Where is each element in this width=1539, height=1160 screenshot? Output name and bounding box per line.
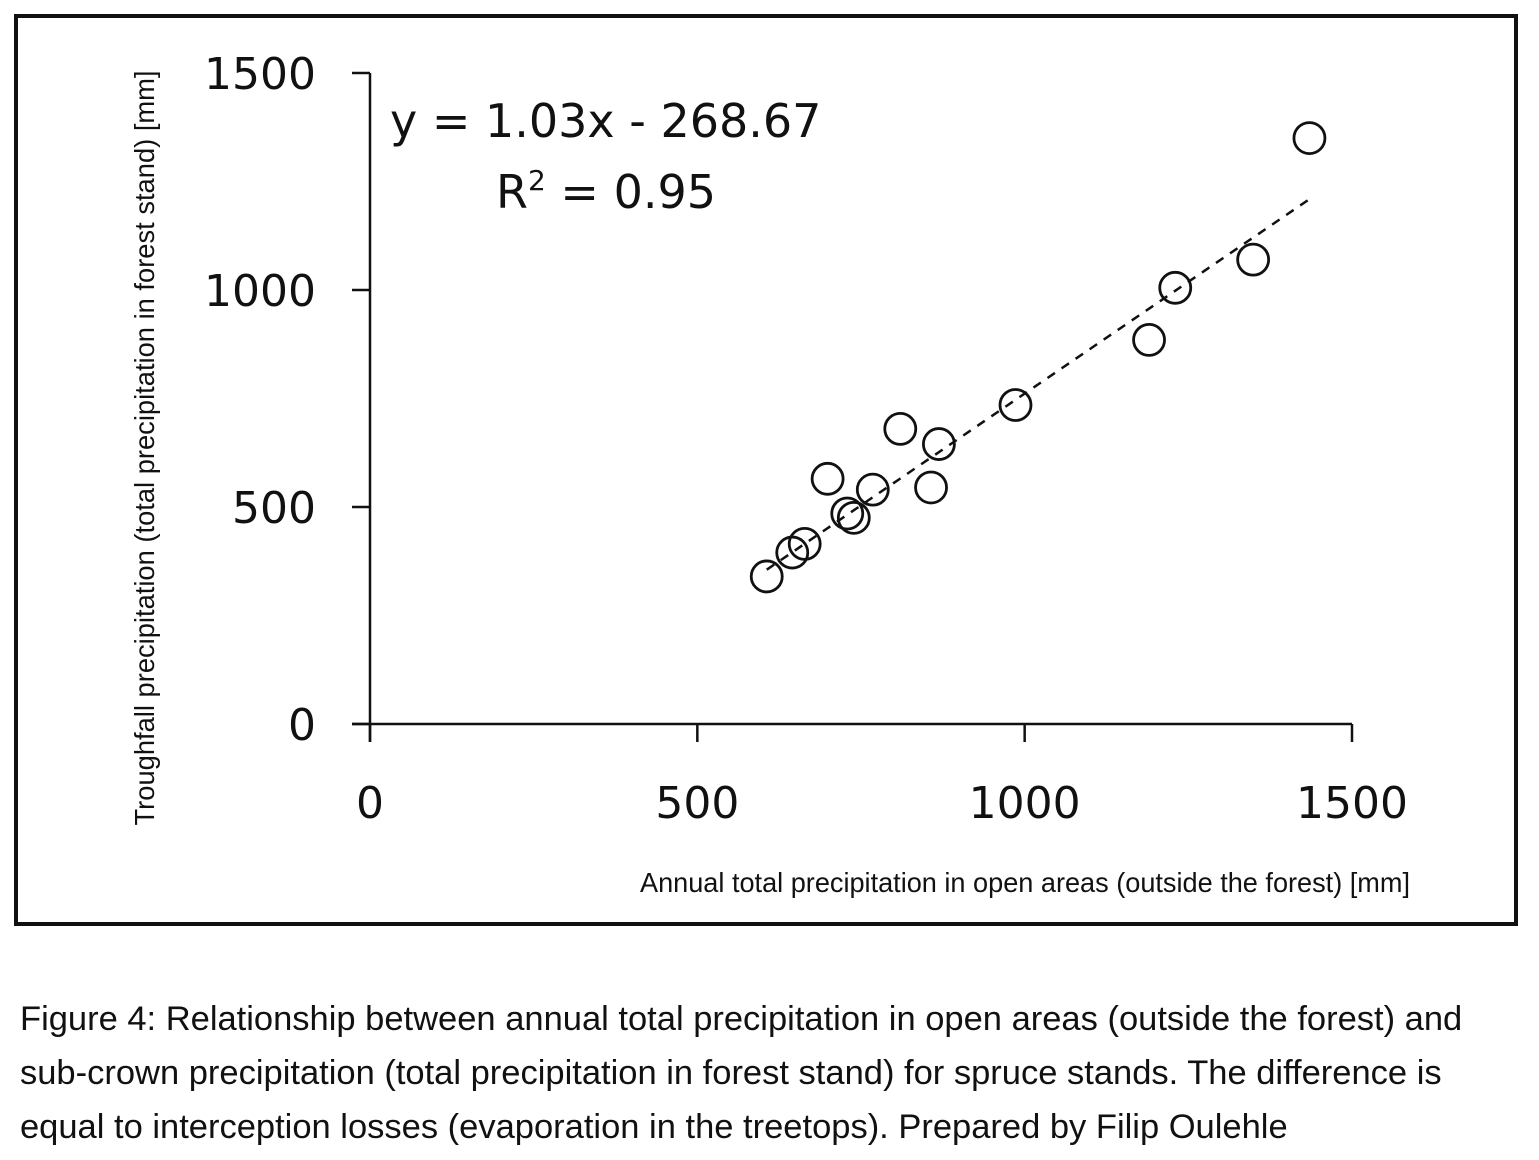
data-point-5 (830, 496, 865, 531)
data-point-4 (810, 461, 845, 496)
r-squared-superscript: 2 (528, 164, 546, 197)
scatter-chart: 0 500 1000 1500 0 500 1000 1500 y = 1.03x - 268… (129, 49, 1410, 898)
data-point-3 (787, 526, 822, 561)
trendline-group (766, 198, 1311, 571)
data-point-13 (1158, 270, 1193, 305)
data-point-14 (1236, 242, 1271, 277)
data-point-9 (914, 470, 948, 505)
data-point-12 (1132, 323, 1166, 357)
tick-labels: 0 500 1000 1500 0 500 1000 1500 (204, 49, 1408, 829)
data-point-15 (1292, 121, 1327, 156)
r-squared-value: = 0.95 (546, 165, 716, 219)
data-point-1 (749, 559, 784, 594)
trendline-equation: y = 1.03x - 268.67 (390, 94, 821, 148)
y-tick-label-1500: 1500 (204, 49, 316, 100)
data-point-7 (855, 472, 890, 507)
x-tick-label-500: 500 (655, 778, 739, 829)
axes (352, 71, 1354, 742)
r-squared-label: R2 = 0.95 (496, 164, 716, 219)
y-tick-label-500: 500 (232, 483, 316, 534)
r-squared-prefix: R (496, 165, 528, 219)
caption-line-3: equal to interception losses (evaporatio… (20, 1108, 1288, 1146)
data-point-6 (836, 500, 871, 535)
x-tick-label-0: 0 (356, 778, 384, 829)
figure-caption: Figure 4: Relationship between annual to… (20, 992, 1520, 1154)
data-point-8 (883, 411, 918, 446)
y-tick-label-1000: 1000 (204, 266, 316, 317)
data-points (749, 121, 1327, 594)
data-point-10 (922, 427, 956, 461)
x-tick-label-1000: 1000 (969, 778, 1081, 829)
trendline (766, 198, 1311, 571)
data-point-11 (998, 388, 1033, 422)
caption-line-1: Figure 4: Relationship between annual to… (20, 1000, 1463, 1038)
x-axis-title: Annual total precipitation in open areas… (640, 867, 1410, 898)
y-axis-title: Troughfall precipitation (total precipit… (129, 71, 160, 826)
y-tick-label-0: 0 (288, 700, 316, 751)
x-tick-label-1500: 1500 (1296, 778, 1408, 829)
caption-line-2: sub-crown precipitation (total precipita… (20, 1054, 1442, 1092)
figure-frame (14, 14, 1518, 926)
